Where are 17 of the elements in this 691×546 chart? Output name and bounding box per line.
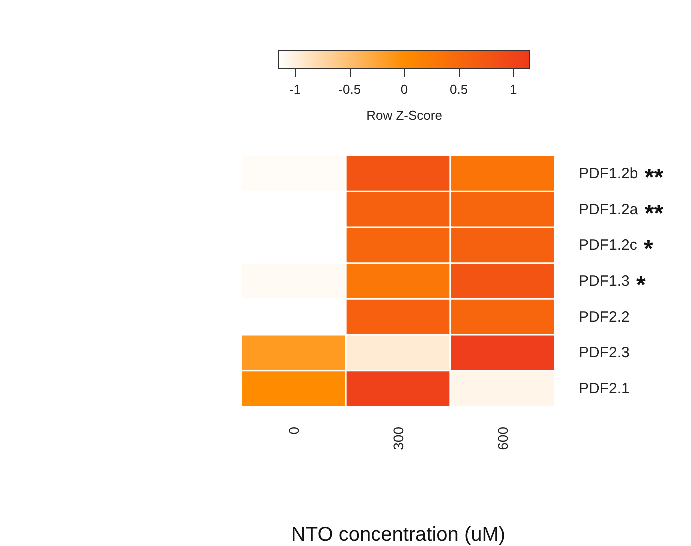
- x-tick-label: 300: [390, 426, 406, 450]
- y-tick-label: PDF1.2b **: [579, 164, 664, 192]
- x-tick-label: 600: [494, 426, 511, 450]
- y-tick-label: PDF1.2c *: [579, 236, 654, 264]
- color-bar-label: 1: [510, 82, 518, 97]
- color-bar-label: 0.5: [450, 82, 468, 97]
- y-tick-label: PDF2.1: [579, 380, 630, 398]
- color-bar-label: -1: [290, 82, 302, 97]
- x-axis-title: NTO concentration (uM): [291, 524, 506, 546]
- x-tick-label: 0: [286, 426, 302, 435]
- y-tick-label: PDF1.3 *: [579, 272, 647, 299]
- y-tick-label: PDF2.2: [579, 308, 630, 326]
- color-bar-label: -0.5: [338, 82, 362, 97]
- y-tick-label: PDF1.2a **: [579, 200, 664, 228]
- y-tick-label: PDF2.3: [579, 344, 630, 362]
- color-bar-label: 0: [400, 82, 408, 97]
- color-bar-title: Row Z-Score: [366, 108, 442, 123]
